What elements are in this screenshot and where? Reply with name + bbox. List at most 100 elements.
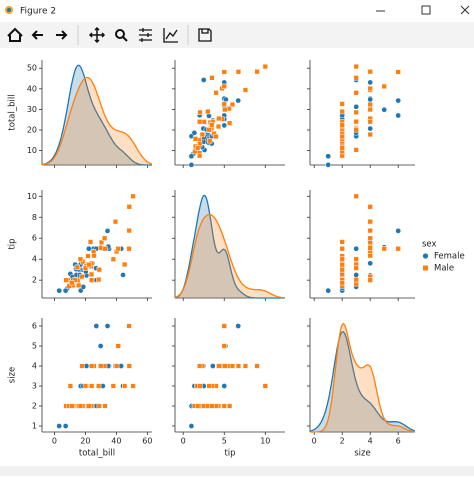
scatter-point — [200, 77, 207, 83]
scatter-point — [353, 256, 359, 262]
scatter-point — [339, 239, 345, 245]
save-button[interactable] — [198, 28, 212, 42]
scatter-point — [102, 246, 108, 252]
app-icon — [5, 6, 13, 14]
y-tick-label: 6 — [32, 234, 37, 243]
scatter-point — [126, 204, 132, 210]
scatter-point — [69, 403, 75, 409]
scatter-point — [353, 103, 360, 110]
y-tick-label: 50 — [27, 64, 37, 73]
scatter-point — [367, 252, 373, 259]
kde-line — [309, 331, 416, 432]
scatter-point — [80, 284, 87, 290]
y-tick-label: 2 — [32, 402, 37, 411]
x-axis-label: size — [354, 449, 370, 459]
home-button[interactable] — [7, 27, 23, 42]
close-button[interactable] — [460, 5, 470, 15]
scatter-point — [98, 239, 105, 246]
scatter-point — [395, 112, 402, 119]
scatter-point — [206, 127, 212, 133]
scatter-point — [95, 383, 102, 389]
y-axis-label: tip — [8, 238, 18, 249]
scatter-point — [254, 69, 260, 75]
y-tick-label: 6 — [32, 322, 37, 331]
scatter-point — [367, 131, 373, 138]
subplots-button[interactable] — [139, 28, 152, 42]
axes-edit-button[interactable] — [163, 28, 178, 43]
y-tick-label: 4 — [32, 362, 37, 371]
scatter-point — [381, 246, 387, 252]
scatter-point — [221, 122, 228, 129]
y-tick-label: 10 — [27, 192, 37, 201]
maximize-button[interactable] — [421, 5, 431, 15]
scatter-point — [82, 383, 89, 389]
scatter-point — [115, 246, 121, 252]
scatter-point — [102, 403, 108, 409]
scatter-point — [226, 403, 233, 409]
scatter-point — [235, 363, 242, 369]
scatter-point — [126, 246, 132, 252]
scatter-point — [122, 383, 128, 389]
scatter-point — [207, 138, 213, 144]
y-tick-label: 1 — [32, 422, 37, 431]
scatter-point — [209, 363, 216, 369]
scatter-point — [254, 363, 260, 369]
scatter-point — [56, 423, 63, 429]
scatter-point — [221, 69, 227, 75]
x-tick-label: 6 — [396, 437, 401, 446]
scatter-point — [209, 403, 215, 409]
scatter-point — [213, 133, 219, 140]
y-tick-label: 8 — [32, 213, 37, 222]
scatter-point — [130, 383, 136, 389]
x-tick-label: 4 — [368, 437, 373, 446]
x-tick-label: 5 — [222, 437, 227, 446]
scatter-point — [353, 265, 359, 271]
kde-area — [310, 323, 415, 432]
scatter-point — [229, 363, 236, 369]
scatter-point — [120, 272, 126, 278]
pan-button[interactable] — [88, 26, 106, 44]
kde-area — [175, 214, 285, 298]
scatter-point — [226, 120, 233, 126]
scatter-point — [381, 83, 387, 90]
scatter-point — [118, 363, 125, 369]
scatter-point — [85, 245, 92, 252]
scatter-point — [339, 246, 345, 252]
legend-label: Female — [434, 252, 465, 262]
scatter-point — [381, 106, 388, 113]
y-tick-label: 5 — [32, 342, 37, 351]
zoom-button[interactable] — [115, 29, 128, 42]
forward-button[interactable] — [56, 30, 68, 40]
scatter-point — [112, 219, 119, 225]
scatter-point — [395, 228, 402, 234]
scatter-point — [201, 119, 207, 125]
scatter-point — [216, 115, 222, 122]
scatter-point — [339, 262, 345, 268]
scatter-point — [367, 125, 374, 132]
scatter-point — [262, 383, 268, 389]
scatter-point — [126, 363, 132, 369]
scatter-point — [62, 287, 69, 294]
scatter-point — [56, 287, 63, 294]
scatter-point — [395, 69, 401, 75]
scatter-point — [353, 272, 360, 278]
y-tick-label: 20 — [27, 126, 37, 135]
kde-line — [41, 64, 152, 166]
scatter-point — [209, 75, 215, 81]
scatter-point — [367, 277, 373, 283]
back-button[interactable] — [31, 30, 43, 40]
scatter-point — [76, 282, 82, 289]
scatter-point — [188, 423, 195, 429]
x-tick-label: 40 — [111, 437, 121, 446]
legend-label: Male — [434, 264, 454, 274]
scatter-point — [367, 101, 373, 108]
scatter-point — [235, 97, 242, 104]
scatter-point — [188, 162, 195, 168]
scatter-point — [98, 363, 104, 369]
scatter-point — [110, 256, 117, 262]
scatter-point — [221, 383, 228, 389]
scatter-point — [242, 363, 249, 369]
scatter-point — [209, 122, 215, 128]
scatter-point — [235, 323, 242, 329]
